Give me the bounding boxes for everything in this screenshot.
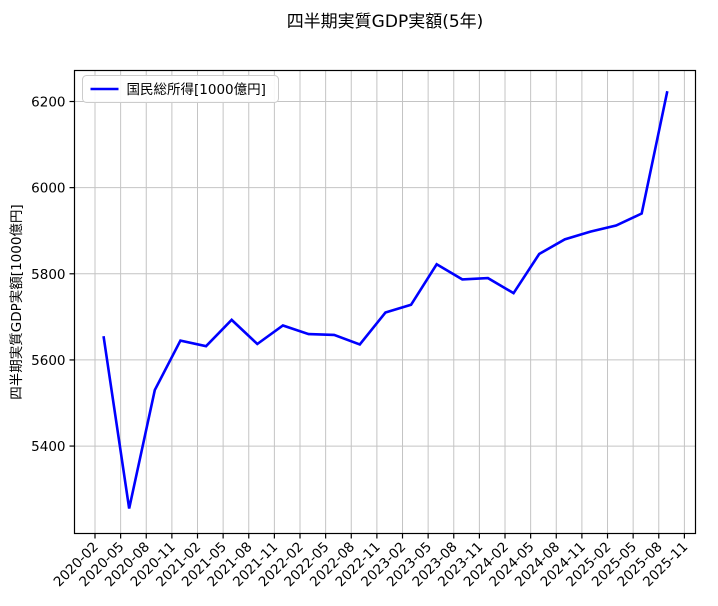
chart-title: 四半期実質GDP実額(5年) — [287, 12, 484, 32]
axes-frame — [73, 69, 697, 535]
y-axis-label: 四半期実質GDP実額[1000億円] — [9, 204, 25, 399]
gdp-line-series — [102, 90, 669, 509]
y-tick-label: 5600 — [31, 353, 65, 369]
y-tick-label: 5800 — [31, 267, 65, 283]
y-tick-label: 6000 — [31, 181, 65, 197]
legend-box — [82, 75, 279, 103]
y-tick-label: 6200 — [31, 95, 65, 111]
y-tick-label: 5400 — [31, 439, 65, 455]
legend-label: 国民総所得[1000億円] — [127, 81, 266, 98]
